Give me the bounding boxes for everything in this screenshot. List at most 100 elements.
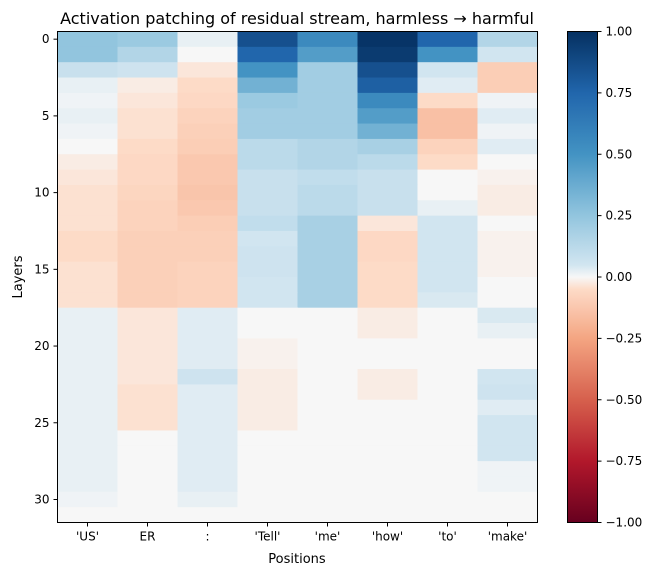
heatmap-cell: [117, 277, 179, 293]
heatmap-cell: [417, 108, 479, 125]
heatmap-cell: [297, 277, 359, 293]
heatmap-cell: [57, 384, 119, 401]
heatmap-cell: [117, 476, 179, 493]
heatmap-cell: [417, 246, 479, 263]
heatmap-cell: [357, 46, 419, 63]
heatmap-cell: [237, 491, 299, 508]
heatmap-cell: [177, 507, 239, 524]
heatmap-cell: [237, 261, 299, 278]
heatmap-cell: [117, 445, 179, 462]
heatmap-cell: [57, 415, 119, 432]
colorbar-axis: 1.00 0.75 0.50 0.25 0.00 −0.25 −0.50 −0.75 −1.00: [597, 25, 643, 530]
heatmap-cell: [117, 399, 179, 416]
heatmap-cell: [117, 507, 179, 524]
heatmap-cell: [297, 491, 359, 508]
x-tick-label: 'to': [438, 530, 457, 544]
colorbar-tick-label: 0.50: [606, 147, 633, 161]
heatmap-cell: [177, 261, 239, 278]
heatmap-cell: [477, 369, 539, 385]
heatmap-cell: [297, 246, 359, 263]
heatmap-cell: [237, 138, 299, 155]
x-tick-label: 'Tell': [255, 530, 281, 544]
heatmap-cell: [297, 338, 359, 355]
heatmap-cell: [417, 461, 479, 478]
heatmap-cell: [57, 323, 119, 339]
heatmap-cell: [237, 323, 299, 339]
heatmap-cell: [177, 369, 239, 385]
heatmap-cell: [57, 31, 119, 48]
heatmap-cell: [117, 77, 179, 94]
x-axis: 'US' ER: 'Tell' 'me' 'how' 'to' 'make': [76, 522, 527, 544]
heatmap-cell: [417, 46, 479, 63]
heatmap-cell: [357, 184, 419, 201]
heatmap-cell: [417, 384, 479, 401]
heatmap-cell: [177, 430, 239, 447]
heatmap-cell: [417, 445, 479, 462]
heatmap-cell: [117, 292, 179, 309]
heatmap-cell: [57, 184, 119, 201]
heatmap-cell: [357, 369, 419, 385]
heatmap-cell: [477, 92, 539, 109]
heatmap-cell: [297, 215, 359, 232]
heatmap-cell: [477, 184, 539, 201]
heatmap-cell: [57, 277, 119, 293]
heatmap-cell: [477, 307, 539, 324]
heatmap-cell: [477, 215, 539, 232]
heatmap-cell: [57, 353, 119, 370]
heatmap-cell: [297, 230, 359, 247]
y-tick-label: 30: [34, 492, 49, 506]
heatmap-cell: [417, 154, 479, 171]
heatmap-cell: [117, 215, 179, 232]
heatmap-cell: [297, 92, 359, 109]
heatmap-cell: [117, 123, 179, 140]
heatmap-cell: [477, 123, 539, 140]
heatmap-cell: [57, 138, 119, 155]
heatmap-cell: [357, 154, 419, 171]
heatmap-cell: [177, 461, 239, 478]
heatmap-cell: [177, 445, 239, 462]
heatmap-cell: [57, 154, 119, 171]
heatmap-cell: [117, 246, 179, 263]
heatmap-cell: [117, 108, 179, 125]
heatmap-cell: [57, 399, 119, 416]
heatmap-cell: [417, 323, 479, 339]
heatmap-cell: [177, 230, 239, 247]
heatmap-cell: [357, 31, 419, 48]
heatmap-cell: [417, 507, 479, 524]
y-axis-label: Layers: [11, 255, 26, 298]
heatmap-cell: [297, 292, 359, 309]
heatmap-cell: [237, 461, 299, 478]
heatmap-cell: [117, 338, 179, 355]
heatmap-cell: [477, 384, 539, 401]
heatmap-cell: [57, 123, 119, 140]
heatmap-cell: [417, 415, 479, 432]
heatmap-cell: [417, 200, 479, 217]
heatmap-cell: [357, 307, 419, 324]
heatmap-cell: [297, 46, 359, 63]
heatmap-cell: [117, 307, 179, 324]
colorbar-tick-label: −0.75: [606, 454, 643, 468]
heatmap-cell: [477, 138, 539, 155]
heatmap-cell: [237, 399, 299, 416]
heatmap-cell: [357, 292, 419, 309]
heatmap-cell: [237, 169, 299, 186]
heatmap-cell: [417, 31, 479, 48]
colorbar: [567, 31, 598, 523]
heatmap-cell: [177, 246, 239, 263]
heatmap-cell: [297, 154, 359, 171]
heatmap-cell: [417, 77, 479, 94]
heatmap-cell: [297, 184, 359, 201]
heatmap-cell: [237, 77, 299, 94]
heatmap-cell: [477, 154, 539, 171]
heatmap-cell: [357, 399, 419, 416]
heatmap-frame: [57, 31, 538, 523]
heatmap-cell: [357, 215, 419, 232]
heatmap-cell: [57, 169, 119, 186]
heatmap-cell: [237, 46, 299, 63]
heatmap-cell: [237, 430, 299, 447]
heatmap-cell: [417, 138, 479, 155]
heatmap-cell: [117, 491, 179, 508]
heatmap-cell: [477, 292, 539, 309]
heatmap-cell: [177, 123, 239, 140]
heatmap-cell: [57, 430, 119, 447]
